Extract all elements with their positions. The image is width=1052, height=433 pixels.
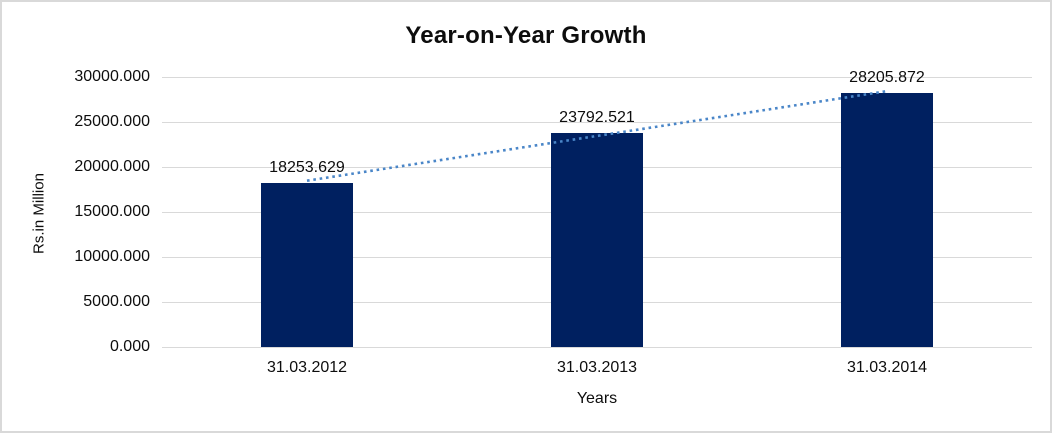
y-tick-label: 0.000 xyxy=(109,338,150,355)
x-tick-label: 31.03.2014 xyxy=(846,359,928,376)
y-tick-label: 25000.000 xyxy=(74,113,150,130)
data-label: 28205.872 xyxy=(849,69,925,87)
bar xyxy=(261,182,353,347)
y-tick-label: 20000.000 xyxy=(74,158,150,175)
x-axis-title: Years xyxy=(576,390,618,407)
data-label: 18253.629 xyxy=(269,158,345,176)
y-tick-label: 5000.000 xyxy=(83,293,150,310)
gridline xyxy=(162,346,1032,348)
y-tick-label: 15000.000 xyxy=(74,203,150,220)
bar xyxy=(841,93,933,347)
chart-title: Year-on-Year Growth xyxy=(405,22,647,49)
data-label: 23792.521 xyxy=(559,108,635,126)
bar xyxy=(551,132,643,347)
y-tick-label: 10000.000 xyxy=(74,248,150,265)
y-tick-label: 30000.000 xyxy=(74,68,150,85)
gridline xyxy=(162,76,1032,78)
x-tick-label: 31.03.2013 xyxy=(556,359,638,376)
x-tick-label: 31.03.2012 xyxy=(266,359,348,376)
